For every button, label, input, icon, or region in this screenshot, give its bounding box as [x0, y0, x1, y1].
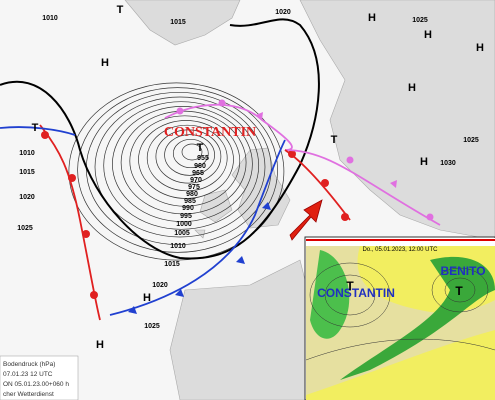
isobar — [172, 138, 209, 169]
high-symbol: H — [424, 29, 432, 41]
high-symbol: H — [420, 156, 428, 168]
isobar — [181, 143, 203, 161]
isobars — [68, 82, 285, 261]
isobar — [94, 96, 266, 238]
isobar — [164, 134, 215, 176]
isobar-label: 955 — [197, 155, 209, 162]
cold-front-blue — [109, 139, 286, 316]
high-symbol: H — [101, 57, 109, 69]
high-symbol: H — [368, 12, 376, 24]
isobar-label: 1025 — [17, 225, 33, 232]
inset-low-name: CONSTANTIN — [317, 286, 395, 300]
isobar-label: 1015 — [19, 169, 35, 176]
warm-front — [284, 149, 351, 221]
inset: Do., 05.01.2023, 12:00 UTC CONSTANTIN BE… — [304, 236, 495, 400]
isobar — [129, 115, 241, 207]
legend-line: 07.01.23 12 UTC — [3, 371, 53, 378]
low-symbol: T — [32, 122, 39, 134]
isobar — [77, 87, 278, 253]
high-symbol: H — [476, 42, 484, 54]
isobar-label: 1015 — [170, 19, 186, 26]
occlusion — [164, 103, 441, 226]
isobar-label: 970 — [190, 177, 202, 184]
front-blue-west — [0, 126, 76, 136]
isobar-label: 1020 — [152, 282, 168, 289]
front-triangles — [128, 202, 271, 314]
isobar — [68, 82, 285, 261]
inset-low-symbol: T — [455, 284, 463, 298]
isobar-label: 1000 — [176, 221, 192, 228]
pointer-arrow — [289, 199, 323, 241]
isobar — [155, 129, 222, 184]
inset-header — [306, 238, 495, 246]
isobar-label: 995 — [180, 213, 192, 220]
isobar-label: 1010 — [170, 243, 186, 250]
inset-low-symbol: T — [346, 279, 354, 293]
inset-precip — [340, 256, 495, 380]
isobar-label: 1025 — [412, 17, 428, 24]
isobar-label: 1025 — [463, 137, 479, 144]
isobar-label: 985 — [184, 198, 196, 205]
isobar — [138, 120, 234, 199]
inset-low-name: BENITO — [440, 264, 485, 278]
legend-box — [0, 355, 79, 400]
legend-line: Bodendruck (hPa) — [3, 361, 55, 368]
isobar-label: 1025 — [144, 323, 160, 330]
low-symbol: T — [331, 134, 338, 146]
occlusion-symbols — [176, 99, 434, 221]
high-symbol: H — [143, 292, 151, 304]
isobar-label: 1005 — [174, 230, 190, 237]
isobar-label: 990 — [182, 205, 194, 212]
isobar-label: 960 — [194, 163, 206, 170]
isobar-label: 975 — [188, 184, 200, 191]
low-symbol: T — [197, 142, 204, 154]
inset-field — [306, 246, 495, 395]
pressure-symbols: T T T T H H H H H H H H — [32, 4, 484, 351]
isobar — [103, 101, 260, 230]
isobar-label: 1030 — [440, 160, 456, 167]
isobar-label: 1010 — [19, 150, 35, 157]
legend-line: ON 05.01.23.00+060 h — [3, 381, 69, 388]
isobar — [112, 106, 253, 222]
high-symbol: H — [408, 82, 416, 94]
isobar-label: 1010 — [42, 15, 58, 22]
land — [124, 0, 495, 400]
isobar — [146, 124, 228, 192]
low-symbol: T — [117, 4, 124, 16]
legend-line: cher Wetterdienst — [3, 391, 54, 398]
isobar-label: 980 — [186, 191, 198, 198]
isobar-label: 1020 — [19, 194, 35, 201]
inset-date: Do., 05.01.2023, 12:00 UTC — [362, 247, 438, 253]
isobar-label: 965 — [192, 170, 204, 177]
inset-precip — [310, 250, 350, 339]
legend: Bodendruck (hPa) 07.01.23 12 UTC ON 05.0… — [0, 355, 79, 400]
isobar-label: 1015 — [164, 261, 180, 268]
high-symbol: H — [96, 339, 104, 351]
isobar-label: 1020 — [275, 9, 291, 16]
storm-name: CONSTANTIN — [164, 125, 256, 140]
